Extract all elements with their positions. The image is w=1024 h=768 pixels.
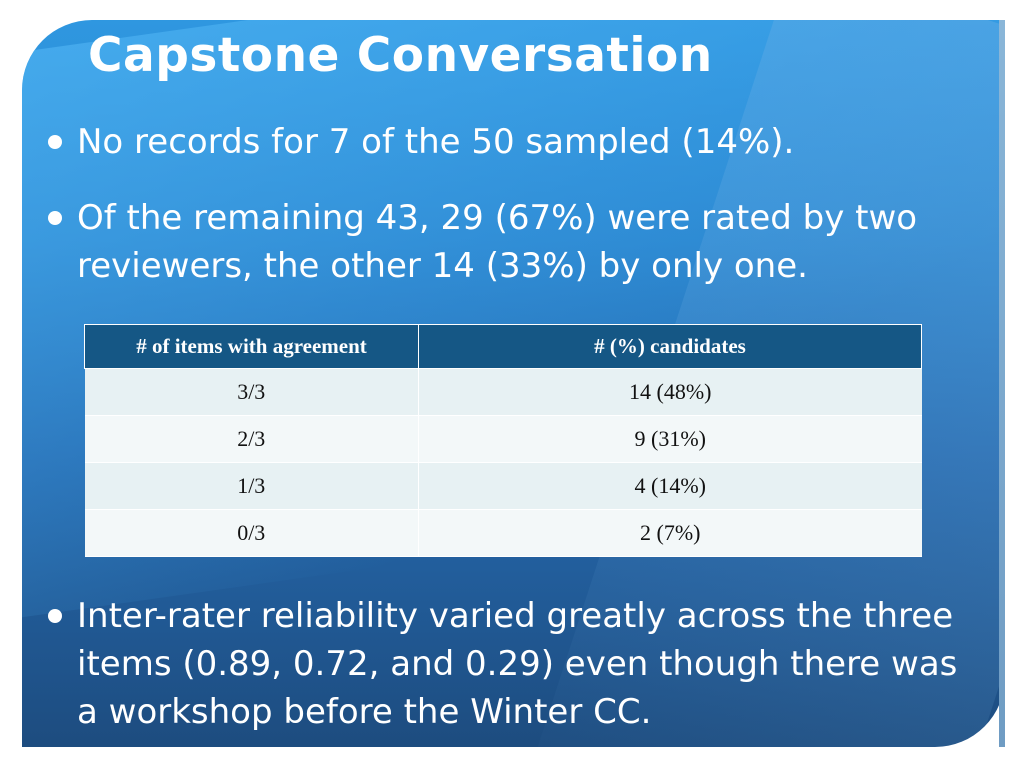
- bullet-text: Of the remaining 43, 29 (67%) were rated…: [77, 198, 918, 286]
- slide-edge-stripe: [999, 20, 1005, 747]
- table-cell: 0/3: [84, 509, 419, 557]
- table-row: 2/3 9 (31%): [84, 415, 922, 463]
- table-row: 3/3 14 (48%): [84, 368, 922, 416]
- bullet-item-3: Inter-rater reliability varied greatly a…: [48, 592, 968, 736]
- bullet-dot-icon: [48, 609, 62, 623]
- table-cell: 9 (31%): [418, 415, 922, 463]
- bullet-item-1: No records for 7 of the 50 sampled (14%)…: [48, 118, 968, 166]
- table-cell: 14 (48%): [418, 368, 922, 416]
- agreement-table: # of items with agreement # (%) candidat…: [84, 324, 922, 557]
- bullet-text: No records for 7 of the 50 sampled (14%)…: [77, 122, 795, 162]
- bullet-text: Inter-rater reliability varied greatly a…: [77, 596, 958, 732]
- table-cell: 3/3: [84, 368, 419, 416]
- table-row: 1/3 4 (14%): [84, 462, 922, 510]
- bullet-dot-icon: [48, 135, 62, 149]
- table-cell: 1/3: [84, 462, 419, 510]
- bullet-dot-icon: [48, 211, 62, 225]
- slide-title: Capstone Conversation: [88, 28, 713, 83]
- table-header-row: # of items with agreement # (%) candidat…: [84, 324, 922, 369]
- table-cell: 2 (7%): [418, 509, 922, 557]
- column-header-candidates: # (%) candidates: [418, 324, 922, 369]
- column-header-items: # of items with agreement: [84, 324, 419, 369]
- table-row: 0/3 2 (7%): [84, 509, 922, 557]
- bullet-item-2: Of the remaining 43, 29 (67%) were rated…: [48, 194, 968, 290]
- table-cell: 2/3: [84, 415, 419, 463]
- table-cell: 4 (14%): [418, 462, 922, 510]
